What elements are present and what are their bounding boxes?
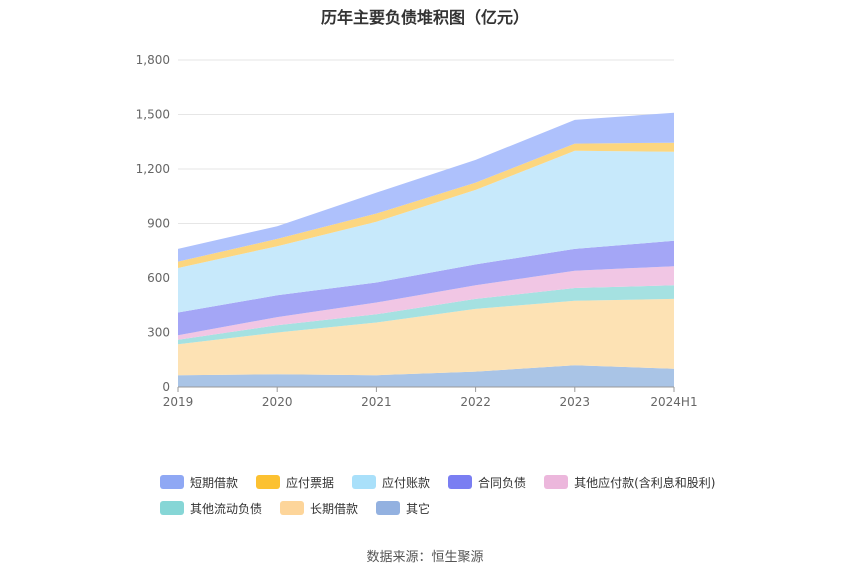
legend-swatch — [160, 501, 184, 515]
y-tick-label: 300 — [147, 326, 170, 340]
area-series-7 — [178, 112, 674, 262]
legend-item[interactable]: 短期借款 — [160, 472, 238, 492]
legend: 短期借款 应付票据 应付账款 合同负债 其他应付款(含利息和股利) 其他流动负债 长期借款… — [160, 472, 720, 518]
legend-item[interactable]: 其他流动负债 — [160, 498, 262, 518]
legend-label: 其它 — [406, 501, 431, 516]
legend-item[interactable]: 合同负债 — [448, 472, 526, 492]
legend-swatch — [280, 501, 305, 515]
data-source: 数据来源：恒生聚源 — [366, 550, 484, 565]
y-tick-label: 1,500 — [136, 108, 170, 122]
y-tick-label: 1,200 — [136, 162, 170, 176]
x-tick-label: 2023 — [560, 395, 591, 409]
area-series-1 — [178, 298, 674, 376]
y-tick-label: 1,800 — [136, 53, 170, 67]
legend-label: 应付票据 — [286, 475, 335, 490]
legend-label: 短期借款 — [190, 475, 239, 490]
legend-label: 合同负债 — [478, 475, 527, 490]
area-layer — [178, 112, 674, 387]
chart-title: 历年主要负债堆积图（亿元） — [320, 8, 529, 27]
legend-row-1: 短期借款 应付票据 应付账款 合同负债 其他应付款(含利息和股利) — [160, 472, 720, 492]
axis-layer: 0 300 600 900 1,200 1,500 1,800 2019 2020 2021 202… — [136, 53, 698, 409]
legend-swatch — [376, 501, 401, 515]
x-tick-label: 2021 — [361, 395, 392, 409]
area-series-6 — [178, 142, 674, 268]
x-tick-label: 2024H1 — [650, 395, 697, 409]
x-tick-label: 2020 — [262, 395, 293, 409]
legend-swatch — [352, 475, 377, 489]
area-series-3 — [178, 266, 674, 340]
legend-label: 应付账款 — [382, 475, 431, 490]
legend-item[interactable]: 长期借款 — [280, 498, 358, 518]
legend-swatch — [448, 475, 473, 489]
legend-swatch — [544, 475, 569, 489]
x-tick-label: 2019 — [163, 395, 194, 409]
area-series-4 — [178, 240, 674, 336]
legend-label: 长期借款 — [310, 501, 359, 516]
y-tick-label: 0 — [162, 380, 170, 394]
y-tick-label: 600 — [147, 271, 170, 285]
area-series-0 — [178, 365, 674, 387]
legend-label: 其他流动负债 — [190, 501, 263, 516]
legend-item[interactable]: 其他应付款(含利息和股利) — [544, 472, 715, 492]
legend-item[interactable]: 应付账款 — [352, 472, 430, 492]
legend-item[interactable]: 应付票据 — [256, 472, 334, 492]
legend-swatch — [160, 475, 184, 489]
y-tick-label: 900 — [147, 217, 170, 231]
area-series-2 — [178, 285, 674, 345]
legend-item[interactable]: 其它 — [376, 498, 430, 518]
legend-label: 其他应付款(含利息和股利) — [574, 475, 716, 490]
stacked-area-chart: 0 300 600 900 1,200 1,500 1,800 2019 2020 2021 202… — [136, 53, 698, 409]
legend-swatch — [256, 475, 281, 489]
x-tick-label: 2022 — [460, 395, 491, 409]
legend-row-2: 其他流动负债 长期借款 其它 — [160, 498, 720, 518]
area-series-5 — [178, 150, 674, 313]
